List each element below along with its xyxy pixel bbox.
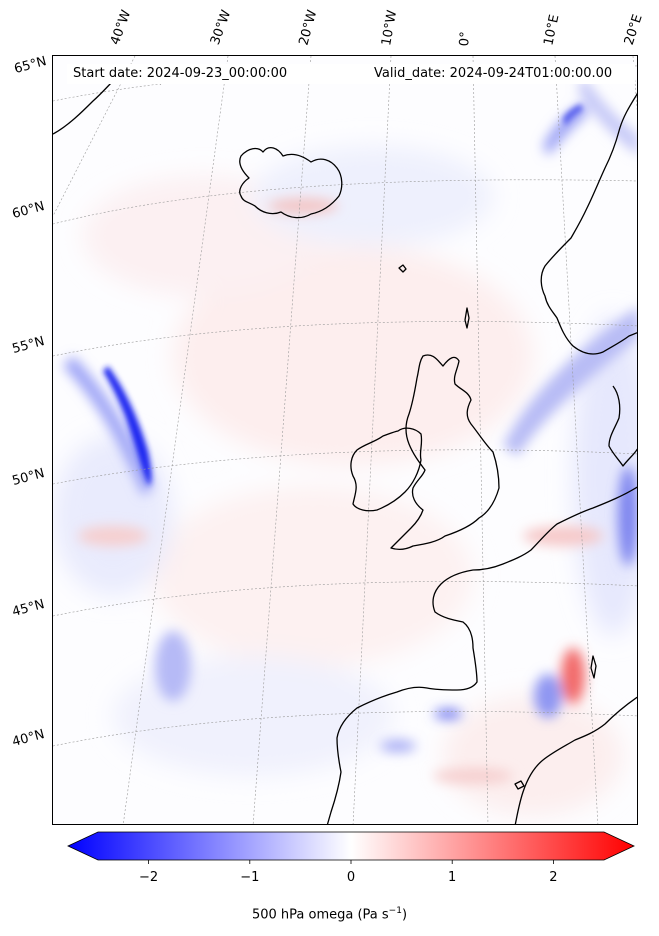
graticule [53, 56, 637, 824]
shetland-coast [464, 307, 470, 329]
valid-date-label: Valid_date: 2024-09-24T01:00:00.00 [371, 66, 616, 81]
denmark-coast [608, 385, 637, 467]
great-britain-coast [390, 354, 500, 550]
iceland-coast [239, 146, 343, 219]
ireland-coast [350, 427, 423, 512]
colorbar-ticks [148, 860, 554, 864]
omega-field [53, 76, 637, 816]
colorbar-tick-label: 2 [549, 870, 558, 885]
colorbar-label: 500 hPa omega (Pa s−1) [251, 906, 408, 923]
start-date-label: Start date: 2024-09-23_00:00:00 [70, 66, 291, 81]
corsica-coast [590, 655, 597, 679]
norway-coast [540, 92, 637, 355]
colorbar-tick-label: 1 [448, 870, 457, 885]
balearic-coast [514, 780, 525, 790]
colorbar-body [67, 831, 635, 861]
colorbar-tick-label: 0 [346, 870, 356, 885]
continental-coast [326, 486, 637, 824]
mediterranean-coast [514, 696, 637, 824]
faroe-coast [398, 264, 407, 273]
colorbar-tick-label: −1 [240, 870, 260, 885]
colorbar-tick-label: −2 [139, 870, 159, 885]
